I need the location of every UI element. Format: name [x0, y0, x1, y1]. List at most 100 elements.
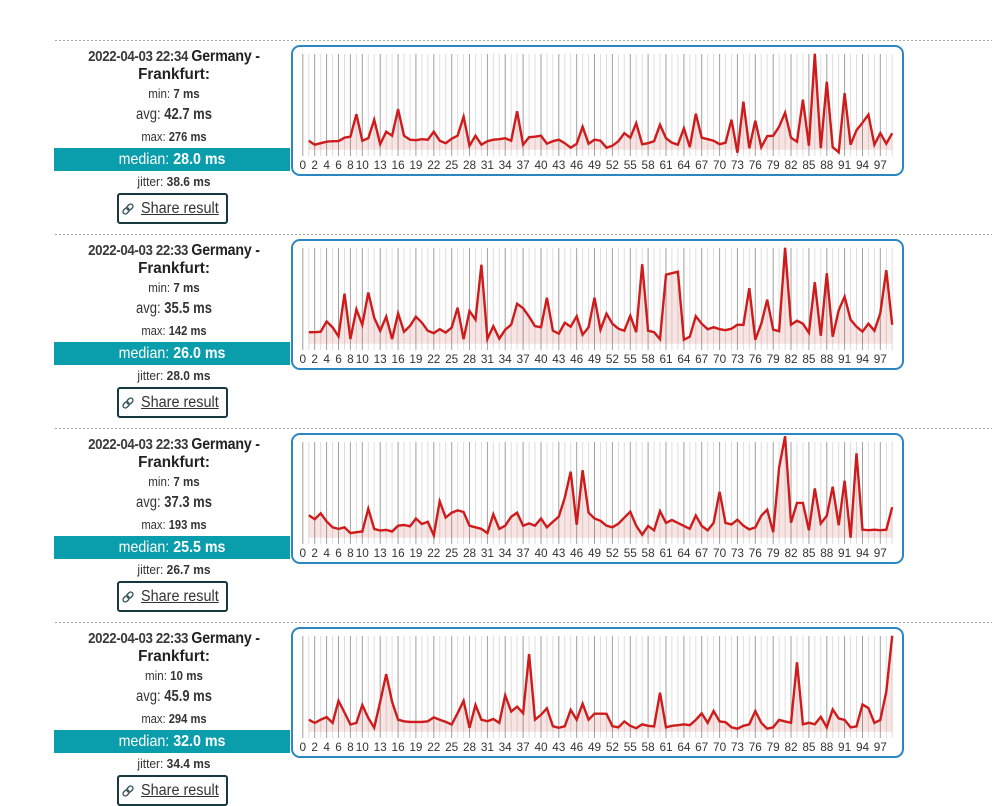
svg-text:4: 4: [323, 740, 330, 754]
svg-text:40: 40: [534, 546, 548, 560]
svg-text:82: 82: [784, 546, 797, 560]
svg-text:13: 13: [374, 546, 388, 560]
svg-text:58: 58: [642, 158, 656, 172]
svg-text:61: 61: [659, 546, 672, 560]
svg-text:8: 8: [347, 546, 354, 560]
svg-text:79: 79: [767, 158, 780, 172]
svg-text:6: 6: [335, 740, 342, 754]
svg-text:79: 79: [767, 740, 780, 754]
svg-text:19: 19: [409, 158, 422, 172]
svg-text:4: 4: [323, 158, 330, 172]
svg-text:85: 85: [802, 352, 816, 366]
svg-text:55: 55: [624, 158, 638, 172]
svg-text:10: 10: [356, 740, 370, 754]
svg-text:28: 28: [463, 546, 477, 560]
svg-text:97: 97: [874, 740, 887, 754]
svg-text:34: 34: [499, 352, 513, 366]
svg-text:88: 88: [820, 740, 834, 754]
svg-text:37: 37: [517, 740, 530, 754]
svg-text:70: 70: [713, 352, 727, 366]
svg-text:91: 91: [838, 352, 851, 366]
svg-text:28: 28: [463, 740, 477, 754]
svg-text:40: 40: [534, 352, 548, 366]
svg-text:55: 55: [624, 352, 638, 366]
svg-text:61: 61: [659, 740, 672, 754]
svg-text:73: 73: [731, 352, 745, 366]
svg-text:31: 31: [481, 158, 494, 172]
svg-text:22: 22: [427, 158, 440, 172]
svg-text:67: 67: [695, 546, 708, 560]
svg-text:49: 49: [588, 546, 601, 560]
svg-text:28: 28: [463, 352, 477, 366]
svg-text:19: 19: [409, 546, 422, 560]
svg-text:64: 64: [677, 158, 691, 172]
svg-text:70: 70: [713, 158, 727, 172]
svg-text:46: 46: [570, 352, 584, 366]
svg-text:55: 55: [624, 740, 638, 754]
svg-text:46: 46: [570, 546, 584, 560]
svg-text:61: 61: [659, 352, 672, 366]
svg-text:34: 34: [499, 740, 513, 754]
svg-text:46: 46: [570, 740, 584, 754]
svg-text:2: 2: [311, 546, 318, 560]
svg-text:85: 85: [802, 740, 816, 754]
svg-text:28: 28: [463, 158, 477, 172]
svg-text:37: 37: [517, 158, 530, 172]
svg-text:8: 8: [347, 158, 354, 172]
svg-text:4: 4: [323, 352, 330, 366]
svg-text:16: 16: [392, 740, 406, 754]
svg-text:70: 70: [713, 740, 727, 754]
svg-text:94: 94: [856, 546, 870, 560]
svg-text:91: 91: [838, 546, 851, 560]
svg-text:82: 82: [784, 352, 797, 366]
svg-text:61: 61: [659, 158, 672, 172]
svg-text:6: 6: [335, 158, 342, 172]
svg-text:10: 10: [356, 158, 370, 172]
svg-text:43: 43: [552, 158, 566, 172]
svg-text:22: 22: [427, 546, 440, 560]
svg-text:25: 25: [445, 740, 459, 754]
svg-text:79: 79: [767, 352, 780, 366]
svg-text:49: 49: [588, 740, 601, 754]
svg-text:25: 25: [445, 352, 459, 366]
svg-text:82: 82: [784, 158, 797, 172]
svg-text:34: 34: [499, 546, 513, 560]
svg-text:94: 94: [856, 352, 870, 366]
svg-text:76: 76: [749, 352, 763, 366]
svg-text:22: 22: [427, 740, 440, 754]
svg-text:67: 67: [695, 158, 708, 172]
svg-text:34: 34: [499, 158, 513, 172]
svg-text:91: 91: [838, 158, 851, 172]
svg-text:58: 58: [642, 740, 656, 754]
svg-text:10: 10: [356, 352, 370, 366]
svg-text:94: 94: [856, 158, 870, 172]
svg-text:2: 2: [311, 740, 318, 754]
svg-text:73: 73: [731, 740, 745, 754]
svg-text:0: 0: [300, 546, 307, 560]
svg-text:73: 73: [731, 546, 745, 560]
svg-text:88: 88: [820, 158, 834, 172]
svg-text:6: 6: [335, 352, 342, 366]
svg-text:16: 16: [392, 352, 406, 366]
svg-text:94: 94: [856, 740, 870, 754]
svg-text:76: 76: [749, 740, 763, 754]
svg-text:25: 25: [445, 546, 459, 560]
svg-text:79: 79: [767, 546, 780, 560]
svg-text:64: 64: [677, 740, 691, 754]
svg-text:22: 22: [427, 352, 440, 366]
svg-text:52: 52: [606, 158, 619, 172]
svg-text:0: 0: [300, 740, 307, 754]
svg-text:0: 0: [300, 352, 307, 366]
svg-text:13: 13: [374, 740, 388, 754]
svg-text:13: 13: [374, 352, 388, 366]
svg-text:70: 70: [713, 546, 727, 560]
svg-text:31: 31: [481, 352, 494, 366]
svg-text:13: 13: [374, 158, 388, 172]
svg-text:2: 2: [311, 352, 318, 366]
svg-text:4: 4: [323, 546, 330, 560]
svg-text:40: 40: [534, 158, 548, 172]
svg-text:85: 85: [802, 158, 816, 172]
svg-text:8: 8: [347, 352, 354, 366]
svg-text:8: 8: [347, 740, 354, 754]
svg-text:19: 19: [409, 740, 422, 754]
